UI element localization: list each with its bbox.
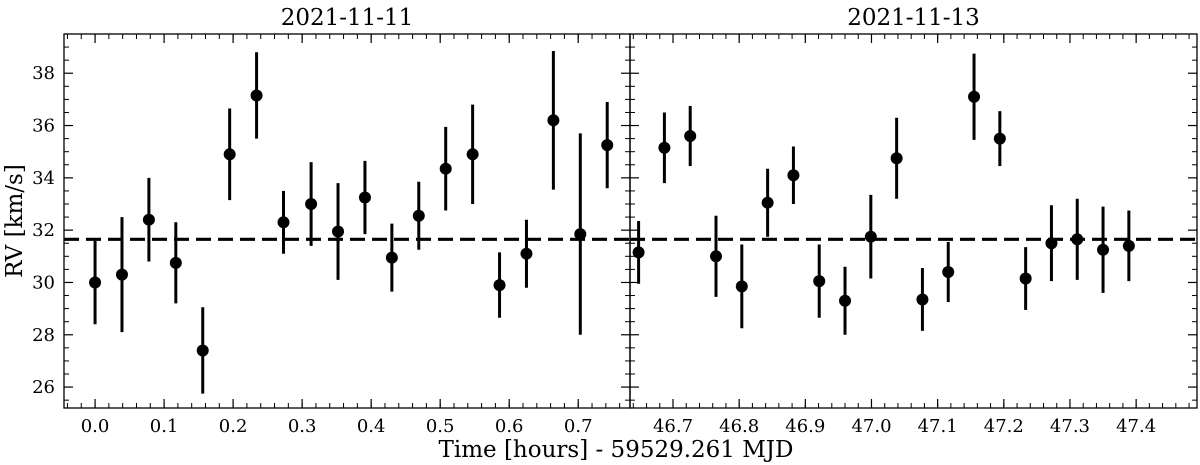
y-tick-label: 26 bbox=[32, 377, 55, 398]
data-point bbox=[1019, 272, 1032, 285]
panel-title: 2021-11-13 bbox=[847, 5, 980, 31]
x-tick-label: 47.0 bbox=[851, 416, 891, 437]
data-point bbox=[1045, 237, 1058, 250]
data-point bbox=[761, 196, 774, 209]
data-point bbox=[916, 293, 929, 306]
x-tick-label: 46.9 bbox=[785, 416, 825, 437]
data-point bbox=[115, 268, 128, 281]
y-tick-label: 36 bbox=[32, 116, 55, 137]
data-point bbox=[196, 344, 209, 357]
data-point bbox=[439, 162, 452, 175]
data-point bbox=[169, 256, 182, 269]
y-tick-label: 34 bbox=[32, 168, 55, 189]
data-point bbox=[493, 279, 506, 292]
y-tick-label: 32 bbox=[32, 220, 55, 241]
data-point bbox=[839, 294, 852, 307]
data-point bbox=[466, 148, 479, 161]
data-point bbox=[864, 230, 877, 243]
data-point bbox=[412, 209, 425, 222]
data-point bbox=[684, 130, 697, 142]
x-tick-label: 0.7 bbox=[564, 416, 593, 437]
data-point bbox=[942, 266, 955, 278]
data-point bbox=[332, 225, 345, 238]
data-point bbox=[89, 276, 102, 289]
panel-frame bbox=[629, 33, 1198, 409]
panel-title: 2021-11-11 bbox=[281, 5, 414, 31]
x-tick-label: 47.2 bbox=[984, 416, 1024, 437]
data-point bbox=[223, 148, 236, 161]
data-point bbox=[358, 191, 371, 204]
data-point bbox=[250, 89, 263, 102]
y-tick-label: 28 bbox=[32, 325, 55, 346]
y-tick-label: 30 bbox=[32, 272, 55, 293]
data-point bbox=[632, 246, 645, 259]
x-tick-label: 0.2 bbox=[219, 416, 248, 437]
panels-group: 0.0 0.1 0.2 0.3 0.4 0.5 0.6 0.7 26 28 30 32 34 36 38 20… bbox=[32, 5, 1198, 437]
data-point bbox=[993, 132, 1006, 145]
x-tick-label: 0.1 bbox=[150, 416, 179, 437]
x-tick-label: 0.0 bbox=[81, 416, 110, 437]
data-point bbox=[601, 139, 614, 152]
data-point bbox=[710, 250, 723, 263]
x-tick-label: 0.4 bbox=[357, 416, 386, 437]
data-point bbox=[547, 114, 560, 127]
data-point bbox=[1122, 239, 1135, 252]
data-point bbox=[890, 152, 903, 165]
data-point bbox=[305, 198, 318, 210]
data-point bbox=[735, 280, 748, 293]
x-tick-label: 0.5 bbox=[426, 416, 455, 437]
x-tick-label: 46.8 bbox=[719, 416, 759, 437]
data-point bbox=[813, 275, 826, 288]
x-tick-label: 0.3 bbox=[288, 416, 317, 437]
data-point bbox=[1071, 233, 1084, 246]
y-tick-label: 38 bbox=[32, 63, 55, 84]
x-axis-label: Time [hours] - 59529.261 MJD bbox=[439, 437, 794, 463]
data-point bbox=[520, 247, 533, 260]
x-tick-label: 46.7 bbox=[653, 416, 693, 437]
data-point bbox=[385, 251, 398, 264]
y-axis-label: RV [km/s] bbox=[2, 164, 28, 278]
data-point bbox=[574, 228, 587, 241]
data-point bbox=[142, 213, 155, 226]
x-tick-label: 47.3 bbox=[1050, 416, 1090, 437]
data-point bbox=[968, 90, 981, 103]
x-tick-label: 47.1 bbox=[918, 416, 958, 437]
data-point bbox=[1097, 243, 1110, 256]
x-tick-label: 47.4 bbox=[1116, 416, 1156, 437]
data-point bbox=[658, 141, 671, 154]
panel-1: 0.0 0.1 0.2 0.3 0.4 0.5 0.6 0.7 26 28 30 32 34 36 38 20… bbox=[32, 5, 631, 437]
data-point bbox=[277, 216, 290, 229]
data-point bbox=[787, 169, 800, 182]
x-tick-label: 0.6 bbox=[495, 416, 524, 437]
panel-2: 46.7 46.8 46.9 47.0 47.1 47.2 47.3 47.4 2021-11-… bbox=[629, 5, 1198, 437]
